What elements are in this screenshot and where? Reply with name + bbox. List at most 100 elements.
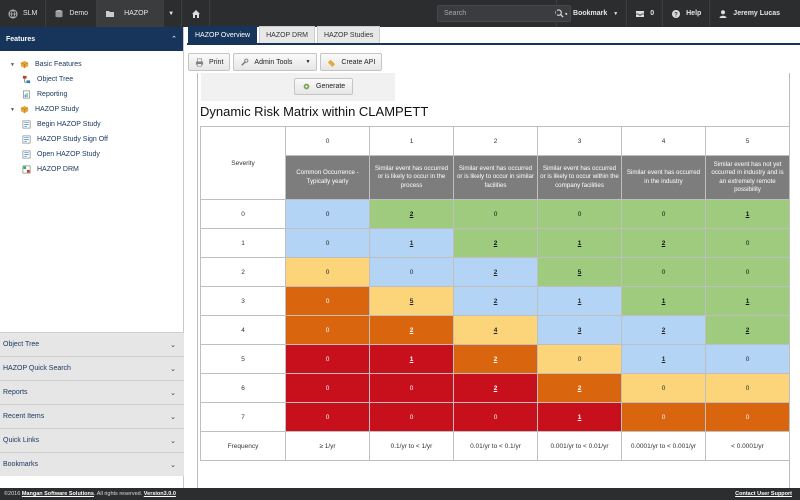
matrix-cell[interactable]: 2 <box>369 199 454 229</box>
tree-item-begin-hazop-study[interactable]: Begin HAZOP Study <box>10 117 183 132</box>
help-button[interactable]: ? Help <box>662 0 709 27</box>
matrix-cell[interactable]: 1 <box>705 286 790 316</box>
generate-button[interactable]: Generate <box>294 78 354 95</box>
matrix-cell-count-link[interactable]: 2 <box>577 384 582 392</box>
features-panel-header[interactable]: Features ⌃ <box>0 27 183 51</box>
matrix-cell-count-link[interactable]: 1 <box>745 210 750 218</box>
severity-level: 6 <box>200 373 286 403</box>
matrix-cell[interactable]: 1 <box>537 402 622 432</box>
matrix-cell[interactable]: 1 <box>705 199 790 229</box>
panel-label: Object Tree <box>3 341 40 348</box>
matrix-cell[interactable]: 1 <box>369 228 454 258</box>
matrix-cell-count-link[interactable]: 1 <box>661 297 666 305</box>
tree-item-hazop-drm[interactable]: HAZOP DRM <box>10 162 183 177</box>
tree-item-label: HAZOP Study Sign Off <box>37 136 108 143</box>
tree-item-basic-features[interactable]: ▼ Basic Features <box>10 57 183 72</box>
tree-item-hazop-sign-off[interactable]: HAZOP Study Sign Off <box>10 132 183 147</box>
create-api-button[interactable]: Create API <box>320 53 383 71</box>
matrix-cell[interactable]: 1 <box>537 286 622 316</box>
panel-quick-links[interactable]: Quick Links ⌄ <box>0 428 184 452</box>
company-link[interactable]: Mangan Software Solutions <box>21 491 94 497</box>
matrix-cell[interactable]: 1 <box>621 286 706 316</box>
matrix-cell[interactable]: 2 <box>369 315 454 345</box>
chevron-up-icon[interactable]: ⌃ <box>171 36 177 43</box>
matrix-cell-count-link[interactable]: 1 <box>577 413 582 421</box>
matrix-cell[interactable]: 5 <box>537 257 622 287</box>
severity-level: 0 <box>200 199 286 229</box>
matrix-cell-count-link[interactable]: 1 <box>409 239 414 247</box>
matrix-cell-count-link[interactable]: 2 <box>745 326 750 334</box>
matrix-cell[interactable]: 2 <box>621 228 706 258</box>
user-menu[interactable]: Jeremy Lucas <box>709 0 800 27</box>
matrix-cell: 0 <box>705 228 790 258</box>
tab-hazop-overview[interactable]: HAZOP Overview <box>188 26 258 43</box>
topbar-slm[interactable]: SLM <box>0 0 47 27</box>
expand-triangle-icon[interactable]: ▼ <box>10 106 15 113</box>
matrix-cell-count-link[interactable]: 2 <box>661 239 666 247</box>
print-button[interactable]: Print <box>188 53 231 71</box>
panel-object-tree[interactable]: Object Tree ⌄ <box>0 332 184 356</box>
matrix-cell-count-link[interactable]: 1 <box>577 239 582 247</box>
hazop-dropdown-button[interactable]: ▼ <box>164 0 183 27</box>
bookmark-button[interactable]: Bookmark ▼ <box>556 0 626 27</box>
search-icon[interactable] <box>555 9 564 18</box>
matrix-cell-count-link[interactable]: 5 <box>577 268 582 276</box>
matrix-cell[interactable]: 1 <box>537 228 622 258</box>
matrix-cell-count-link[interactable]: 2 <box>493 268 498 276</box>
matrix-cell: 0 <box>285 344 370 374</box>
matrix-cell-count-link[interactable]: 1 <box>745 297 750 305</box>
inbox-button[interactable]: 0 <box>626 0 662 27</box>
home-button[interactable] <box>182 0 211 27</box>
severity-level: 2 <box>200 257 286 287</box>
matrix-cell[interactable]: 2 <box>537 373 622 403</box>
panel-reports[interactable]: Reports ⌄ <box>0 380 184 404</box>
admin-tools-button[interactable]: Admin Tools ▼ <box>233 53 318 71</box>
search-input[interactable]: Search <box>437 5 571 22</box>
form-icon <box>22 150 31 159</box>
panel-hazop-quick-search[interactable]: HAZOP Quick Search ⌄ <box>0 356 184 380</box>
rights-text: . All rights reserved. <box>93 491 144 497</box>
matrix-cell[interactable]: 4 <box>453 315 538 345</box>
user-icon <box>719 9 727 18</box>
matrix-cell[interactable]: 2 <box>453 286 538 316</box>
tab-hazop-studies[interactable]: HAZOP Studies <box>316 26 381 43</box>
topbar-hazop[interactable]: HAZOP <box>97 0 165 27</box>
matrix-cell-count-link[interactable]: 2 <box>409 326 414 334</box>
topbar-demo[interactable]: Demo <box>46 0 98 27</box>
matrix-cell-count-link[interactable]: 2 <box>493 239 498 247</box>
matrix-cell-count-link[interactable]: 2 <box>493 384 498 392</box>
matrix-cell[interactable]: 2 <box>453 257 538 287</box>
matrix-cell-count-link[interactable]: 4 <box>493 326 498 334</box>
matrix-cell-count-link[interactable]: 2 <box>661 326 666 334</box>
matrix-cell-count-link[interactable]: 1 <box>577 297 582 305</box>
panel-bookmarks[interactable]: Bookmarks ⌄ <box>0 452 184 476</box>
panel-recent-items[interactable]: Recent Items ⌄ <box>0 404 184 428</box>
matrix-cell[interactable]: 2 <box>453 344 538 374</box>
matrix-cell[interactable]: 2 <box>453 228 538 258</box>
matrix-cell-count-link[interactable]: 1 <box>661 355 666 363</box>
tab-hazop-drm[interactable]: HAZOP DRM <box>259 26 315 43</box>
tree-item-open-hazop-study[interactable]: Open HAZOP Study <box>10 147 183 162</box>
likelihood-column-number: 2 <box>453 126 538 156</box>
matrix-cell-count-link[interactable]: 2 <box>409 210 414 218</box>
matrix-row: 5 0 1 2 0 1 0 <box>200 344 790 374</box>
expand-triangle-icon[interactable]: ▼ <box>10 61 15 68</box>
matrix-cell: 0 <box>621 402 706 432</box>
tree-item-object-tree[interactable]: Object Tree <box>10 72 183 87</box>
matrix-cell[interactable]: 1 <box>369 344 454 374</box>
matrix-cell-count-link[interactable]: 2 <box>493 355 498 363</box>
matrix-cell-count-link[interactable]: 2 <box>493 297 498 305</box>
matrix-cell-count-link[interactable]: 1 <box>409 355 414 363</box>
matrix-cell[interactable]: 3 <box>537 315 622 345</box>
matrix-cell-count-link[interactable]: 3 <box>577 326 582 334</box>
matrix-cell[interactable]: 2 <box>453 373 538 403</box>
contact-support-link[interactable]: Contact User Support <box>735 491 792 497</box>
tree-item-hazop-study[interactable]: ▼ HAZOP Study <box>10 102 183 117</box>
matrix-cell[interactable]: 2 <box>621 315 706 345</box>
version-link[interactable]: Version3.0.0 <box>143 491 176 497</box>
matrix-cell[interactable]: 2 <box>705 315 790 345</box>
matrix-cell-count-link[interactable]: 5 <box>409 297 414 305</box>
matrix-cell[interactable]: 1 <box>621 344 706 374</box>
matrix-cell[interactable]: 5 <box>369 286 454 316</box>
tree-item-reporting[interactable]: Reporting <box>10 87 183 102</box>
